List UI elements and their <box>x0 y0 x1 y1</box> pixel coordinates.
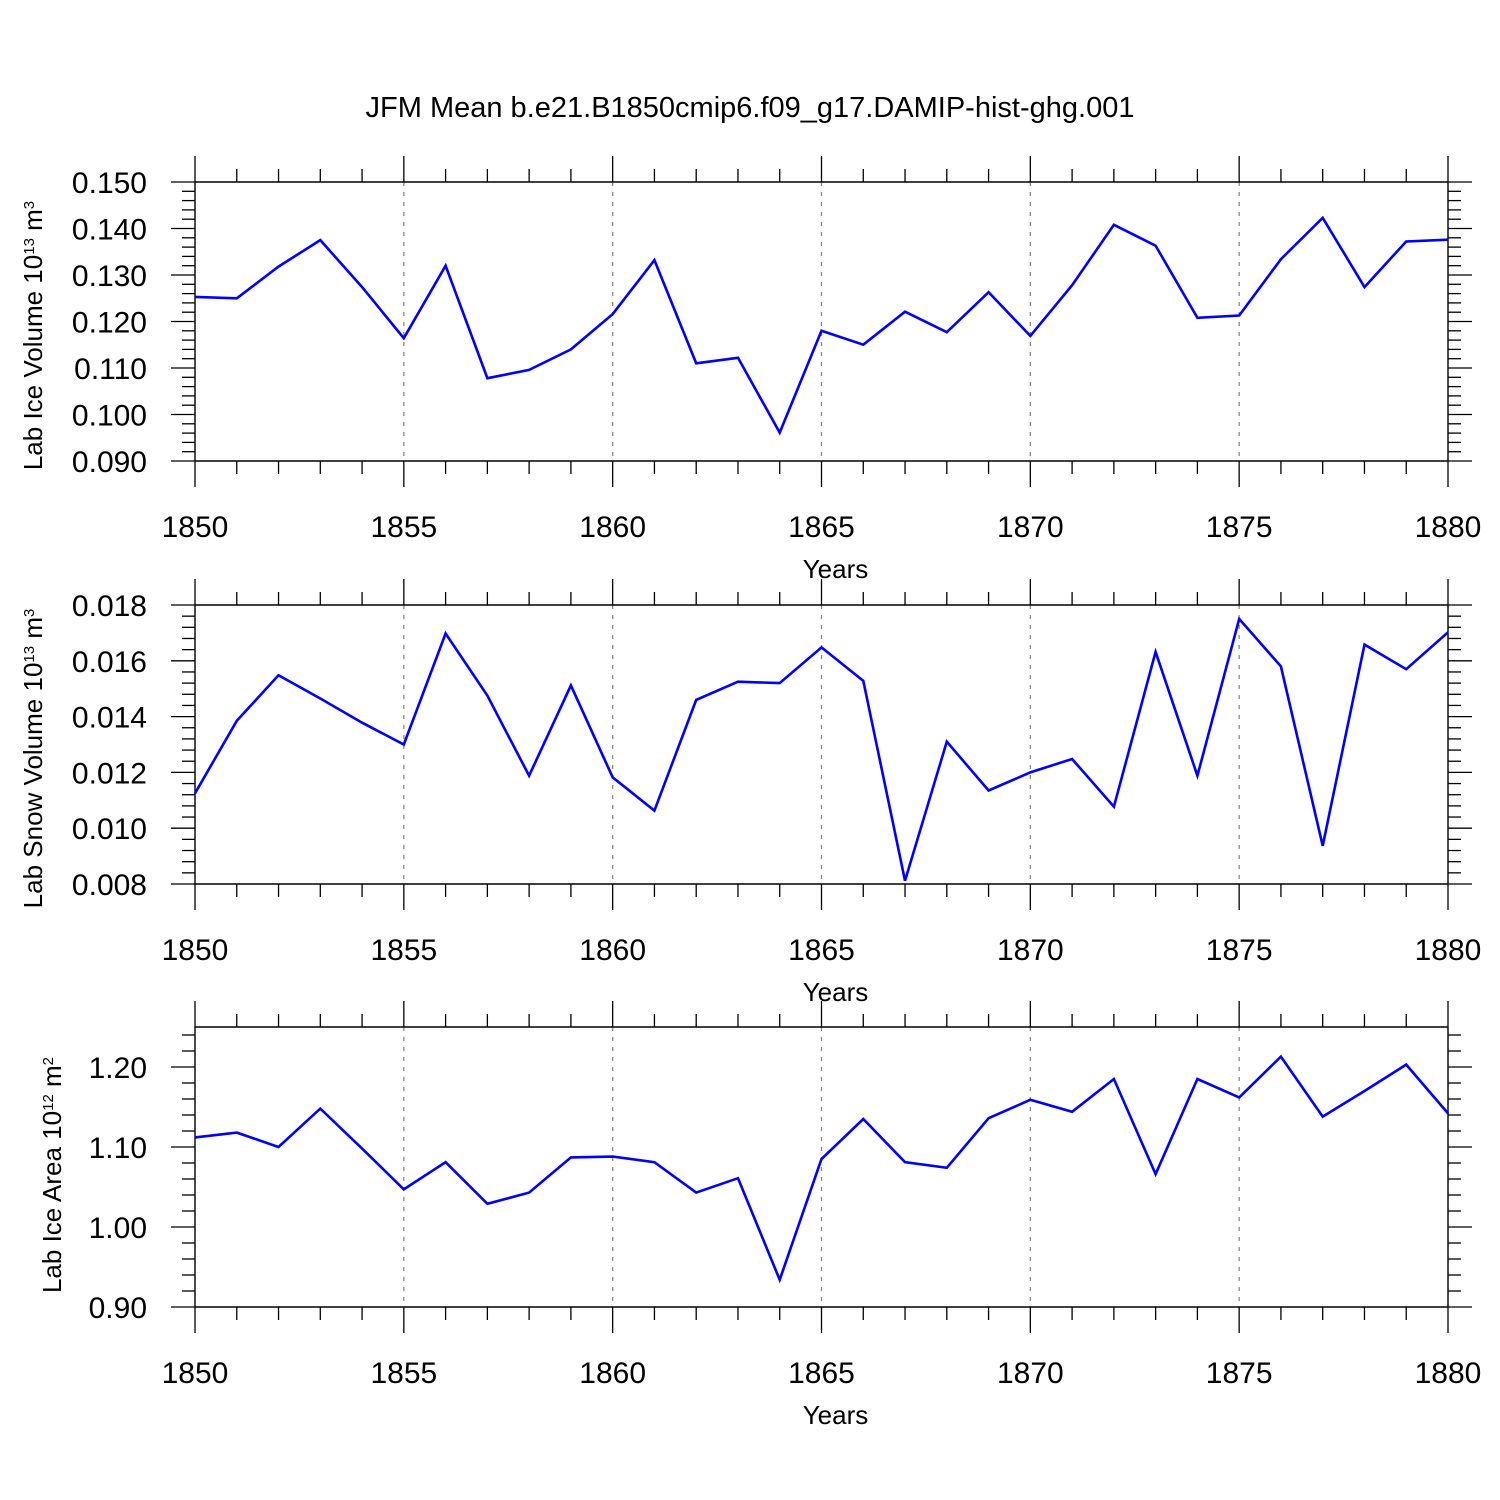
y-axis-title-unit-exp: 3 <box>21 609 38 617</box>
series-line <box>193 616 1449 882</box>
x-tick-label: 1865 <box>788 934 855 967</box>
x-tick-label: 1850 <box>162 934 229 967</box>
x-tick-label: 1865 <box>788 511 855 544</box>
y-tick-label: 0.008 <box>72 869 147 902</box>
y-tick-label: 0.018 <box>72 590 147 623</box>
x-tick-label: 1880 <box>1415 511 1482 544</box>
x-tick-label: 1855 <box>370 1357 437 1390</box>
y-tick-label: 0.120 <box>72 307 147 340</box>
y-tick-label: 0.090 <box>72 446 147 479</box>
y-axis-title-exp: 13 <box>21 238 38 255</box>
x-tick-label: 1860 <box>579 1357 646 1390</box>
y-axis-title-exp: 12 <box>40 1094 57 1111</box>
panel-3: 0.90 1.00 1.10 1.20 1850 1855 1860 1865 1870 1875… <box>37 1001 1481 1430</box>
y-tick-label: 0.012 <box>72 757 147 790</box>
y-tick-label: 0.130 <box>72 260 147 293</box>
y-tick-label: 0.140 <box>72 214 147 247</box>
y-tick-label: 0.90 <box>89 1292 147 1325</box>
x-tick-label: 1870 <box>997 934 1064 967</box>
x-tick-label: 1870 <box>997 1357 1064 1390</box>
y-tick-label: 0.100 <box>72 400 147 433</box>
panel-2: 0.008 0.010 0.012 0.014 0.016 0.018 1850 1855 18… <box>18 579 1481 1007</box>
y-tick-label: 1.20 <box>89 1052 147 1085</box>
y-tick-label: 0.014 <box>72 702 147 735</box>
x-tick-label: 1875 <box>1206 934 1273 967</box>
y-axis-title-exp: 13 <box>21 646 38 663</box>
x-axis-title: Years <box>803 977 869 1007</box>
series-line <box>194 1054 1449 1284</box>
y-tick-label: 1.10 <box>89 1132 147 1165</box>
y-tick-label: 0.150 <box>72 167 147 200</box>
y-tick-label: 0.010 <box>72 813 147 846</box>
x-tick-label: 1860 <box>579 934 646 967</box>
y-axis-title-unit: m <box>37 1065 67 1094</box>
series-line <box>194 215 1449 436</box>
y-tick-label: 0.110 <box>74 353 147 386</box>
y-tick-label: 1.00 <box>89 1212 147 1245</box>
x-tick-label: 1850 <box>162 1357 229 1390</box>
x-tick-label: 1855 <box>370 511 437 544</box>
x-tick-label: 1880 <box>1415 1357 1482 1390</box>
x-tick-label: 1875 <box>1206 1357 1273 1390</box>
y-axis-title-base: Lab Ice Area 10 <box>37 1111 67 1293</box>
x-tick-label: 1865 <box>788 1357 855 1390</box>
chart-title: JFM Mean b.e21.B1850cmip6.f09_g17.DAMIP-… <box>365 92 1135 124</box>
x-tick-label: 1860 <box>579 511 646 544</box>
y-axis-title-unit: m <box>18 209 48 238</box>
y-axis-title-base: Lab Ice Volume 10 <box>18 255 48 470</box>
x-tick-label: 1880 <box>1415 934 1482 967</box>
x-tick-label: 1875 <box>1206 511 1273 544</box>
y-axis-title: Lab Ice Area 1012 m2 <box>37 1057 67 1293</box>
y-axis-title-unit-exp: 2 <box>40 1057 57 1065</box>
panel-1: 0.090 0.100 0.110 0.120 0.130 0.140 0.150 1850 1… <box>18 156 1481 584</box>
x-axis-title: Years <box>803 1400 869 1430</box>
x-tick-label: 1855 <box>370 934 437 967</box>
y-axis-title: Lab Ice Volume 1013 m3 <box>18 201 48 470</box>
y-axis-title-base: Lab Snow Volume 10 <box>18 663 48 909</box>
x-axis-title: Years <box>803 554 869 584</box>
x-tick-label: 1850 <box>162 511 229 544</box>
y-axis-title-unit-exp: 3 <box>21 201 38 209</box>
y-tick-label: 0.016 <box>72 646 147 679</box>
y-axis-title: Lab Snow Volume 1013 m3 <box>18 609 48 909</box>
x-tick-label: 1870 <box>997 511 1064 544</box>
y-axis-title-unit: m <box>18 617 48 646</box>
